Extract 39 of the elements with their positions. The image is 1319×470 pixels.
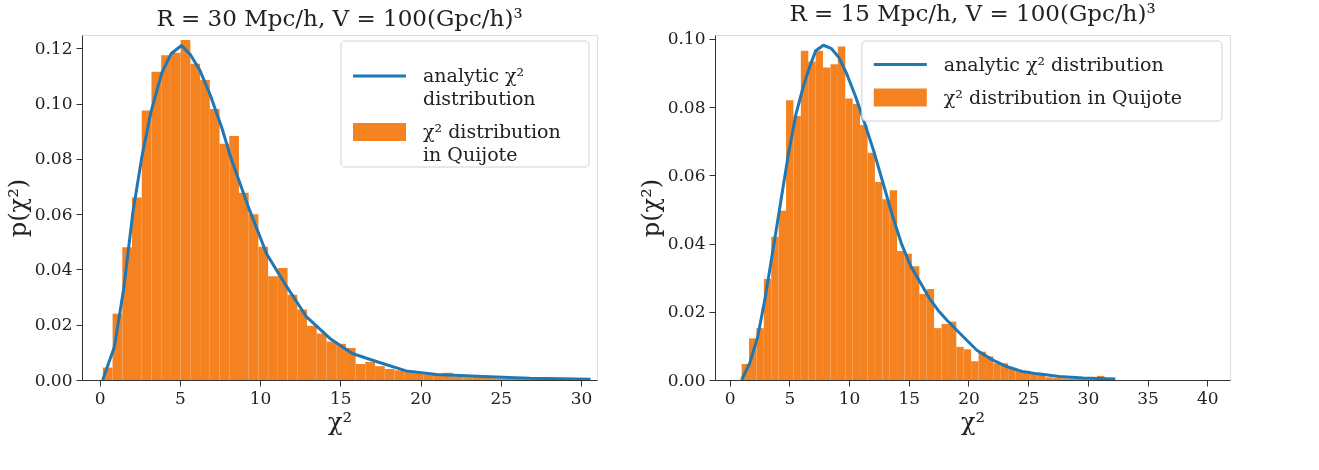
x-tick-label: 40 xyxy=(1196,387,1219,408)
y-axis-title: p(χ²) xyxy=(3,178,32,238)
x-tick-label: 25 xyxy=(490,387,513,408)
y-tick-label: 0.10 xyxy=(34,93,73,114)
x-tick-label: 15 xyxy=(898,387,921,408)
x-tick-label: 20 xyxy=(410,387,432,408)
y-tick-label: 0.02 xyxy=(34,314,73,335)
legend-label: analytic χ² distribution xyxy=(943,52,1164,75)
x-tick-label: 10 xyxy=(838,387,861,408)
x-tick-label: 5 xyxy=(174,387,186,408)
x-tick-label: 15 xyxy=(329,387,352,408)
chart-title: R = 30 Mpc/h, V = 100(Gpc/h)³ xyxy=(156,5,523,31)
x-tick-label: 30 xyxy=(570,387,593,408)
y-tick-label: 0.04 xyxy=(34,258,73,279)
x-tick-label: 30 xyxy=(1077,387,1100,408)
y-tick-label: 0.02 xyxy=(667,301,706,322)
y-tick-label: 0.06 xyxy=(667,164,706,185)
x-tick-label: 20 xyxy=(958,387,980,408)
x-tick-label: 10 xyxy=(249,387,272,408)
x-axis-title: χ² xyxy=(327,407,353,436)
y-tick-label: 0.06 xyxy=(34,203,73,224)
y-tick-label: 0.00 xyxy=(34,369,73,390)
chart-title: R = 15 Mpc/h, V = 100(Gpc/h)³ xyxy=(789,0,1156,26)
x-tick-label: 5 xyxy=(784,387,796,408)
y-tick-label: 0.12 xyxy=(34,37,73,58)
legend-label: χ² distribution in Quijote xyxy=(423,120,561,165)
y-axis-title: p(χ²) xyxy=(636,178,665,238)
y-tick-label: 0.04 xyxy=(667,233,706,253)
legend-label: analytic χ² distribution xyxy=(423,64,536,109)
x-tick-label: 0 xyxy=(94,387,106,408)
y-tick-label: 0.08 xyxy=(667,96,706,117)
x-tick-label: 25 xyxy=(1017,387,1040,408)
legend-label: χ² distribution in Quijote xyxy=(943,85,1183,108)
y-tick-label: 0.00 xyxy=(667,369,706,390)
x-tick-label: 35 xyxy=(1137,387,1159,408)
x-tick-label: 0 xyxy=(724,387,736,408)
y-tick-label: 0.08 xyxy=(34,148,73,169)
x-axis-title: χ² xyxy=(960,407,986,436)
y-tick-label: 0.10 xyxy=(667,28,706,49)
